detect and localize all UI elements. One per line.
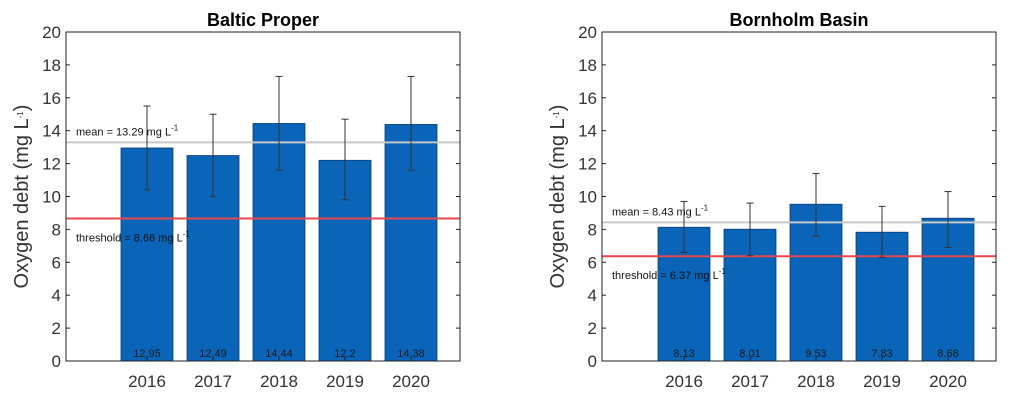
y-tick-label: 4	[52, 286, 61, 305]
y-tick-label: 2	[588, 319, 597, 338]
chart-title: Bornholm Basin	[729, 10, 868, 30]
y-tick-label: 18	[42, 56, 61, 75]
x-tick-label-2018: 2018	[260, 372, 298, 391]
y-tick-label: 14	[42, 122, 61, 141]
x-tick-label-2017: 2017	[731, 372, 769, 391]
x-tick-label-2016: 2016	[128, 372, 166, 391]
y-tick-label: 8	[588, 220, 597, 239]
y-tick-label: 4	[588, 286, 597, 305]
y-tick-label: 0	[52, 352, 61, 371]
data-label-2017: 12.49	[199, 348, 227, 360]
data-label-2020: 8.68	[937, 348, 958, 360]
threshold-annotation: threshold = 6.37 mg L-1	[612, 267, 726, 282]
y-tick-label: 12	[578, 155, 597, 174]
x-tick-label-2019: 2019	[863, 372, 901, 391]
x-tick-label-2019: 2019	[326, 372, 364, 391]
y-tick-label: 6	[588, 253, 597, 272]
chart-title: Baltic Proper	[207, 10, 319, 30]
y-tick-label: 6	[52, 253, 61, 272]
data-label-2019: 7.83	[871, 348, 892, 360]
data-label-2016: 8.13	[673, 348, 694, 360]
chart-panel-2: 8.13 8.01 9.53 7.83 8.68 0 2 4 6 8 10 12 14 16 18 20 201…	[578, 10, 997, 391]
x-tick-label-2020: 2020	[392, 372, 430, 391]
y-tick-label: 12	[42, 155, 61, 174]
y-tick-label: 2	[52, 319, 61, 338]
x-tick-label-2018: 2018	[797, 372, 835, 391]
y-tick-label: 16	[578, 89, 597, 108]
y-tick-label: 14	[578, 122, 597, 141]
data-label-2018: 14.44	[265, 348, 293, 360]
x-tick-label-2017: 2017	[194, 372, 232, 391]
chart-panel-1: 12.95 12.49 14.44 12.2 14.38 0 2 4 6 8 10 12 14 16 18 2…	[42, 10, 461, 391]
data-label-2017: 8.01	[739, 348, 760, 360]
x-tick-label-2020: 2020	[929, 372, 967, 391]
threshold-annotation: threshold = 8.66 mg L-1	[76, 230, 190, 245]
mean-annotation: mean = 8.43 mg L-1	[612, 203, 709, 218]
y-tick-label: 0	[588, 352, 597, 371]
data-label-2019: 12.2	[334, 348, 355, 360]
y-tick-label: 8	[52, 220, 61, 239]
y-tick-label: 20	[42, 23, 61, 42]
data-label-2016: 12.95	[133, 348, 161, 360]
x-tick-label-2016: 2016	[665, 372, 703, 391]
y-tick-label: 10	[42, 188, 61, 207]
y-tick-label: 10	[578, 188, 597, 207]
y-tick-label: 16	[42, 89, 61, 108]
y-axis-label: Oxygen debt (mg L-1)	[547, 105, 569, 289]
mean-annotation: mean = 13.29 mg L-1	[76, 123, 179, 138]
y-tick-label: 20	[578, 23, 597, 42]
data-label-2018: 9.53	[805, 348, 826, 360]
y-axis-label: Oxygen debt (mg L-1)	[11, 105, 33, 289]
y-tick-label: 18	[578, 56, 597, 75]
data-label-2020: 14.38	[397, 348, 425, 360]
